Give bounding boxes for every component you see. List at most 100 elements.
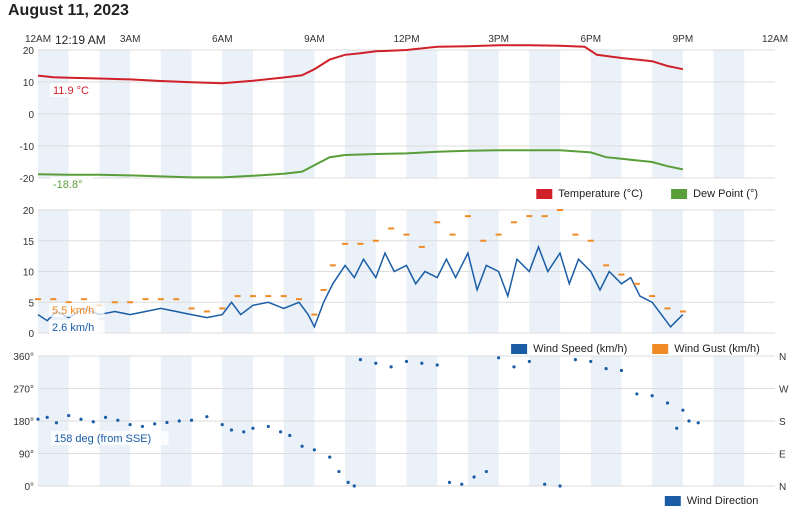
wind-gust-km-h-point — [664, 307, 671, 310]
wind-direction-point — [589, 359, 593, 364]
wind-gust-km-h-point — [633, 282, 640, 285]
wind-direction-point — [177, 419, 181, 423]
wind-gust-km-h-point — [142, 298, 149, 301]
wind-gust-km-h-point — [111, 301, 118, 304]
wind-direction-point — [54, 421, 59, 425]
wind-gust-km-h-point — [541, 215, 548, 218]
legend-label: Wind Speed (km/h) — [533, 343, 627, 355]
y-tick-label: 10 — [23, 78, 35, 89]
wind-gust-km-h-point — [618, 273, 625, 276]
wind-direction-point — [36, 417, 40, 421]
wind-direction-point — [497, 356, 501, 360]
y-tick-label: 90° — [19, 450, 34, 461]
time-tick-label: 9AM — [304, 34, 325, 45]
wind-direction-point — [67, 413, 71, 418]
wind-gust-km-h-point — [403, 233, 410, 236]
wind-direction-point — [140, 424, 145, 429]
wind-direction-point — [229, 428, 234, 432]
wind-gust-km-h-point — [280, 295, 287, 298]
value-label-bg — [49, 303, 105, 317]
wind-gust-km-h-point — [480, 239, 487, 242]
value-label-bg — [50, 177, 94, 191]
wind-direction-point — [447, 480, 452, 484]
current-value-label: 11.9 °C — [53, 85, 89, 97]
wind-direction-point — [389, 365, 393, 369]
wind-gust-km-h-point — [127, 301, 134, 304]
time-tick-label: 6AM — [212, 34, 233, 45]
legend-swatch — [664, 496, 681, 506]
y-tick-label: 20 — [23, 46, 35, 57]
wind-direction-point — [242, 430, 246, 434]
legend-label: Dew Point (°) — [693, 188, 758, 200]
wind-gust-km-h-point — [587, 239, 594, 242]
wind-direction-point — [337, 469, 341, 474]
legend-swatch — [511, 344, 528, 354]
y-tick-label: 180° — [13, 417, 34, 428]
wind-gust-km-h-point — [157, 298, 164, 301]
wind-direction-point — [374, 361, 378, 365]
wind-gust-km-h-point — [418, 245, 425, 248]
wind-gust-km-h-point — [188, 307, 195, 310]
current-value-label: 158 deg (from SSE) — [54, 433, 151, 445]
value-label-bg — [51, 431, 169, 445]
wind-direction-point — [312, 448, 316, 452]
y-tick-label: 5 — [28, 298, 34, 309]
wind-direction-point — [635, 392, 639, 396]
value-label-bg — [49, 320, 105, 334]
compass-tick-label: S — [779, 417, 786, 428]
wind-gust-km-h-point — [464, 215, 471, 218]
wind-gust-km-h-point — [203, 310, 210, 313]
wind-direction-point — [527, 359, 531, 364]
time-tick-label: 3AM — [120, 34, 141, 45]
time-tick-label: 6PM — [580, 34, 601, 45]
wind-gust-km-h-point — [296, 298, 303, 301]
wind-direction-point — [619, 368, 624, 373]
y-tick-label: 20 — [23, 206, 35, 217]
wind-direction-point — [543, 482, 547, 486]
wind-direction-point — [460, 482, 464, 486]
wind-gust-km-h-point — [603, 264, 610, 267]
wind-speed-km-h-line — [37, 244, 684, 329]
wind-direction-point — [103, 415, 108, 419]
time-tick-label: 12PM — [393, 34, 419, 45]
wind-gust-km-h-point — [388, 227, 395, 230]
wind-direction-point — [435, 363, 439, 367]
wind-direction-point — [650, 394, 654, 398]
time-tick-label: 3PM — [488, 34, 509, 45]
wind-direction-point — [128, 423, 132, 427]
wind-direction-point — [79, 417, 83, 421]
date-title: August 11, 2023 — [8, 2, 129, 19]
wind-direction-point — [346, 480, 350, 484]
wind-direction-point — [116, 418, 120, 422]
temperature-c-line — [37, 44, 684, 85]
wind-gust-km-h-point — [557, 209, 564, 211]
legend-swatch — [671, 189, 688, 199]
wind-gust-km-h-point — [265, 295, 272, 298]
wind-direction-point — [404, 359, 409, 364]
wind-gust-km-h-point — [219, 307, 226, 310]
compass-tick-label: N — [779, 482, 786, 493]
wind-direction-point — [573, 358, 577, 362]
wind-gust-km-h-point — [572, 233, 579, 236]
current-value-label: -18.8° — [53, 179, 82, 191]
wind-direction-point — [604, 367, 608, 371]
wind-direction-point — [153, 422, 157, 426]
time-tick-label: 9PM — [673, 34, 694, 45]
wind-gust-km-h-point — [495, 233, 502, 236]
wind-gust-km-h-point — [65, 301, 72, 304]
wind-gust-km-h-point — [434, 221, 441, 224]
wind-gust-km-h-point — [449, 233, 456, 236]
y-tick-label: 270° — [13, 385, 34, 396]
wind-direction-point — [472, 475, 476, 479]
wind-direction-point — [45, 415, 49, 419]
time-tick-label: 12AM — [762, 34, 788, 45]
current-value-label: 5.5 km/h — [52, 305, 94, 317]
wind-direction-point — [251, 426, 255, 430]
wind-gust-km-h-point — [649, 295, 656, 298]
y-tick-label: -20 — [20, 174, 35, 185]
wind-gust-km-h-point — [249, 295, 256, 298]
time-tick-label: 12AM — [25, 34, 51, 45]
wind-direction-point — [165, 420, 169, 425]
wind-direction-point — [352, 484, 356, 488]
